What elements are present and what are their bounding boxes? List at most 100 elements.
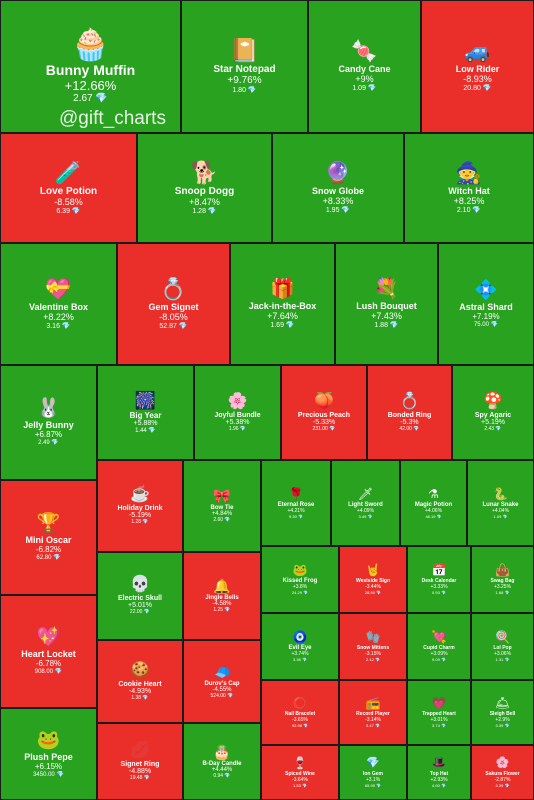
price-change: -8.05% bbox=[159, 311, 188, 322]
gift-tile-holiday-drink[interactable]: ☕ Holiday Drink -5.19% 1.28 💎 bbox=[97, 460, 183, 552]
gift-price: 62.80 💎 bbox=[36, 554, 60, 561]
gift-name: Love Potion bbox=[39, 185, 98, 197]
price-change: +3.01% bbox=[430, 717, 448, 723]
gift-tile-mini-oscar[interactable]: 🏆 Mini Oscar -6.82% 62.80 💎 bbox=[0, 480, 97, 595]
gift-tile-swag-bag[interactable]: 👜 Swag Bag +3.25% 1.68 💎 bbox=[471, 546, 534, 613]
price-value: 1.44 bbox=[135, 427, 147, 434]
price-value: 3.47 bbox=[366, 723, 374, 728]
price-change: +8.33% bbox=[322, 195, 354, 206]
gift-tile-magic-potion[interactable]: ⚗ Magic Potion +4.06% 48.19 💎 bbox=[400, 460, 467, 546]
diamond-icon: 💎 bbox=[142, 774, 151, 781]
gift-tile-plush-pepe[interactable]: 🐸 Plush Pepe +6.15% 3450.00 💎 bbox=[0, 708, 97, 800]
gift-tile-bonded-ring[interactable]: 💍 Bonded Ring -5.3% 42.00 💎 bbox=[367, 365, 452, 460]
gift-tile-nail-bracelet[interactable]: ⭕ Nail Bracelet -3.65% 92.98 💎 bbox=[261, 680, 339, 745]
gift-price: 42.00 💎 bbox=[399, 426, 419, 432]
gift-name: Kissed Frog bbox=[282, 578, 318, 584]
diamond-icon: 💎 bbox=[503, 590, 510, 595]
diamond-icon: 💎 bbox=[374, 782, 382, 788]
gift-tile-snoop-dogg[interactable]: 🐕 Snoop Dogg +8.47% 1.28 💎 bbox=[137, 133, 272, 243]
jingle-bells-icon: 🔔 bbox=[213, 578, 231, 594]
gift-tile-lol-pop[interactable]: 🍭 Lol Pop +3.06% 1.31 💎 bbox=[471, 613, 534, 680]
gift-tile-top-hat[interactable]: 🎩 Top Hat +2.93% 4.60 💎 bbox=[407, 745, 471, 800]
price-change: +6.87% bbox=[34, 430, 63, 439]
gift-tile-snow-mittens[interactable]: 🧤 Snow Mittens -3.15% 2.12 💎 bbox=[339, 613, 407, 680]
gift-tile-love-potion[interactable]: 🧪 Love Potion -8.58% 6.39 💎 bbox=[0, 133, 137, 243]
gift-tile-cookie-heart[interactable]: 🍪 Cookie Heart -4.93% 1.38 💎 bbox=[97, 640, 183, 723]
top-hat-icon: 🎩 bbox=[432, 756, 446, 769]
spiced-wine-icon: 🍷 bbox=[292, 756, 308, 770]
gift-tile-gem-signet[interactable]: 💍 Gem Signet -8.05% 52.87 💎 bbox=[117, 243, 230, 365]
gift-tile-precious-peach[interactable]: 🍑 Precious Peach -5.33% 231.00 💎 bbox=[281, 365, 367, 460]
gift-tile-witch-hat[interactable]: 🧙 Witch Hat +8.25% 2.10 💎 bbox=[404, 133, 534, 243]
gift-tile-joyful-bundle[interactable]: 🌸 Joyful Bundle +5.38% 1.96 💎 bbox=[194, 365, 281, 460]
gift-tile-westside-sign[interactable]: 🤘 Westside Sign -3.44% 28.50 💎 bbox=[339, 546, 407, 613]
gift-price: 19.48 💎 bbox=[130, 775, 150, 781]
diamond-icon: 💎 bbox=[488, 321, 499, 328]
gift-tile-lush-bouquet[interactable]: 💐 Lush Bouquet +7.43% 1.88 💎 bbox=[335, 243, 438, 365]
gift-tile-evil-eye[interactable]: 🧿 Evil Eye +3.74% 3.36 💎 bbox=[261, 613, 339, 680]
gift-tile-durov-s-cap[interactable]: 🧢 Durov's Cap -4.55% 524.00 💎 bbox=[183, 640, 261, 723]
gift-tile-valentine-box[interactable]: 💝 Valentine Box +8.22% 3.16 💎 bbox=[0, 243, 117, 365]
gift-tile-bow-tie[interactable]: 🎀 Bow Tie +4.84% 2.60 💎 bbox=[183, 460, 261, 552]
gift-price: 908.00 💎 bbox=[35, 668, 63, 675]
diamond-icon: 💎 bbox=[141, 519, 149, 525]
gift-price: 3.49 💎 bbox=[359, 514, 373, 519]
gift-price: 2.60 💎 bbox=[213, 517, 230, 523]
gift-tile-bunny-muffin[interactable]: 🧁 Bunny Muffin +12.66% 2.67 💎 bbox=[0, 0, 181, 133]
price-change: -5.33% bbox=[312, 418, 336, 426]
gift-tile-ion-gem[interactable]: 💎 Ion Gem +3.1% 65.95 💎 bbox=[339, 745, 407, 800]
diamond-icon: 💎 bbox=[339, 206, 351, 214]
price-change: +4.09% bbox=[356, 507, 375, 514]
gift-tile-signet-ring[interactable]: 💋 Signet Ring -4.88% 19.48 💎 bbox=[97, 723, 183, 800]
snow-globe-icon: 🔮 bbox=[324, 161, 352, 185]
diamond-icon: 💎 bbox=[245, 87, 257, 94]
diamond-icon: 💎 bbox=[296, 513, 303, 519]
gift-tile-low-rider[interactable]: 🚙 Low Rider -8.93% 20.80 💎 bbox=[421, 0, 534, 133]
signet-ring-icon: 💋 bbox=[130, 741, 150, 759]
gift-tile-desk-calendar[interactable]: 📅 Desk Calendar +3.33% 0.93 💎 bbox=[407, 546, 471, 613]
gift-tile-heart-locket[interactable]: 💖 Heart Locket -6.78% 908.00 💎 bbox=[0, 595, 97, 708]
gift-tile-kissed-frog[interactable]: 🐸 Kissed Frog +3.8% 24.29 💎 bbox=[261, 546, 339, 613]
gift-price: 2.10 💎 bbox=[457, 206, 481, 214]
gift-tile-trapped-heart[interactable]: 💗 Trapped Heart +3.01% 3.74 💎 bbox=[407, 680, 471, 745]
gift-tile-jelly-bunny[interactable]: 🐰 Jelly Bunny +6.87% 2.49 💎 bbox=[0, 365, 97, 480]
gift-tile-lunar-snake[interactable]: 🐍 Lunar Snake +4.04% 1.09 💎 bbox=[467, 460, 534, 546]
gift-tile-light-sword[interactable]: 🗡 Light Sword +4.09% 3.49 💎 bbox=[331, 460, 400, 546]
diamond-icon: 💎 bbox=[439, 590, 446, 595]
gift-tile-sleigh-bell[interactable]: 🛎 Sleigh Bell +2.9% 3.39 💎 bbox=[471, 680, 534, 745]
gift-name: Mini Oscar bbox=[25, 535, 72, 545]
gift-tile-sakura-flower[interactable]: 🌸 Sakura Flower -2.87% 3.39 💎 bbox=[471, 745, 534, 800]
diamond-icon: 💎 bbox=[301, 723, 309, 728]
gift-tile-jack-in-the-box[interactable]: 🎁 Jack-in-the-Box +7.64% 1.69 💎 bbox=[230, 243, 335, 365]
gift-tile-star-notepad[interactable]: 📔 Star Notepad +9.76% 1.80 💎 bbox=[181, 0, 308, 133]
price-value: 1.53 bbox=[293, 783, 301, 788]
price-change: +5.38% bbox=[225, 418, 250, 426]
gift-tile-big-year[interactable]: 🎆 Big Year +5.88% 1.44 💎 bbox=[97, 365, 194, 460]
gift-tile-jingle-bells[interactable]: 🔔 Jingle Bells -4.58% 1.25 💎 bbox=[183, 552, 261, 640]
gift-price: 1.31 💎 bbox=[496, 657, 510, 662]
gift-tile-spy-agaric[interactable]: 🍄 Spy Agaric +5.19% 2.43 💎 bbox=[452, 365, 534, 460]
gift-tile-eternal-rose[interactable]: 🌹 Eternal Rose +4.21% 9.30 💎 bbox=[261, 460, 331, 546]
price-value: 52.87 bbox=[159, 322, 177, 330]
price-value: 75.00 bbox=[473, 321, 489, 328]
gift-tile-astral-shard[interactable]: 💠 Astral Shard +7.19% 75.00 💎 bbox=[438, 243, 534, 365]
price-change: +2.93% bbox=[430, 776, 448, 783]
price-value: 22.00 bbox=[129, 609, 143, 615]
joyful-bundle-icon: 🌸 bbox=[227, 392, 248, 410]
gift-tile-spiced-wine[interactable]: 🍷 Spiced Wine -3.64% 1.53 💎 bbox=[261, 745, 339, 800]
gift-name: Precious Peach bbox=[297, 411, 351, 419]
gift-name: Lol Pop bbox=[493, 645, 512, 651]
gift-tile-candy-cane[interactable]: 🍬 Candy Cane +9% 1.09 💎 bbox=[308, 0, 421, 133]
gift-name: Magic Potion bbox=[414, 501, 453, 508]
gift-name: Ion Gem bbox=[362, 770, 383, 777]
big-year-icon: 🎆 bbox=[134, 390, 157, 410]
gift-tile-snow-globe[interactable]: 🔮 Snow Globe +8.33% 1.95 💎 bbox=[272, 133, 404, 243]
gift-tile-b-day-candle[interactable]: 🎂 B-Day Candle +4.44% 0.94 💎 bbox=[183, 723, 261, 800]
price-change: +9% bbox=[355, 74, 374, 84]
price-change: +3.09% bbox=[430, 651, 448, 657]
gift-name: Spiced Wine bbox=[285, 771, 315, 777]
gift-tile-cupid-charm[interactable]: 💘 Cupid Charm +3.09% 9.09 💎 bbox=[407, 613, 471, 680]
gift-tile-electric-skull[interactable]: 💀 Electric Skull +5.01% 22.00 💎 bbox=[97, 552, 183, 640]
gift-tile-record-player[interactable]: 📻 Record Player -3.14% 3.47 💎 bbox=[339, 680, 407, 745]
